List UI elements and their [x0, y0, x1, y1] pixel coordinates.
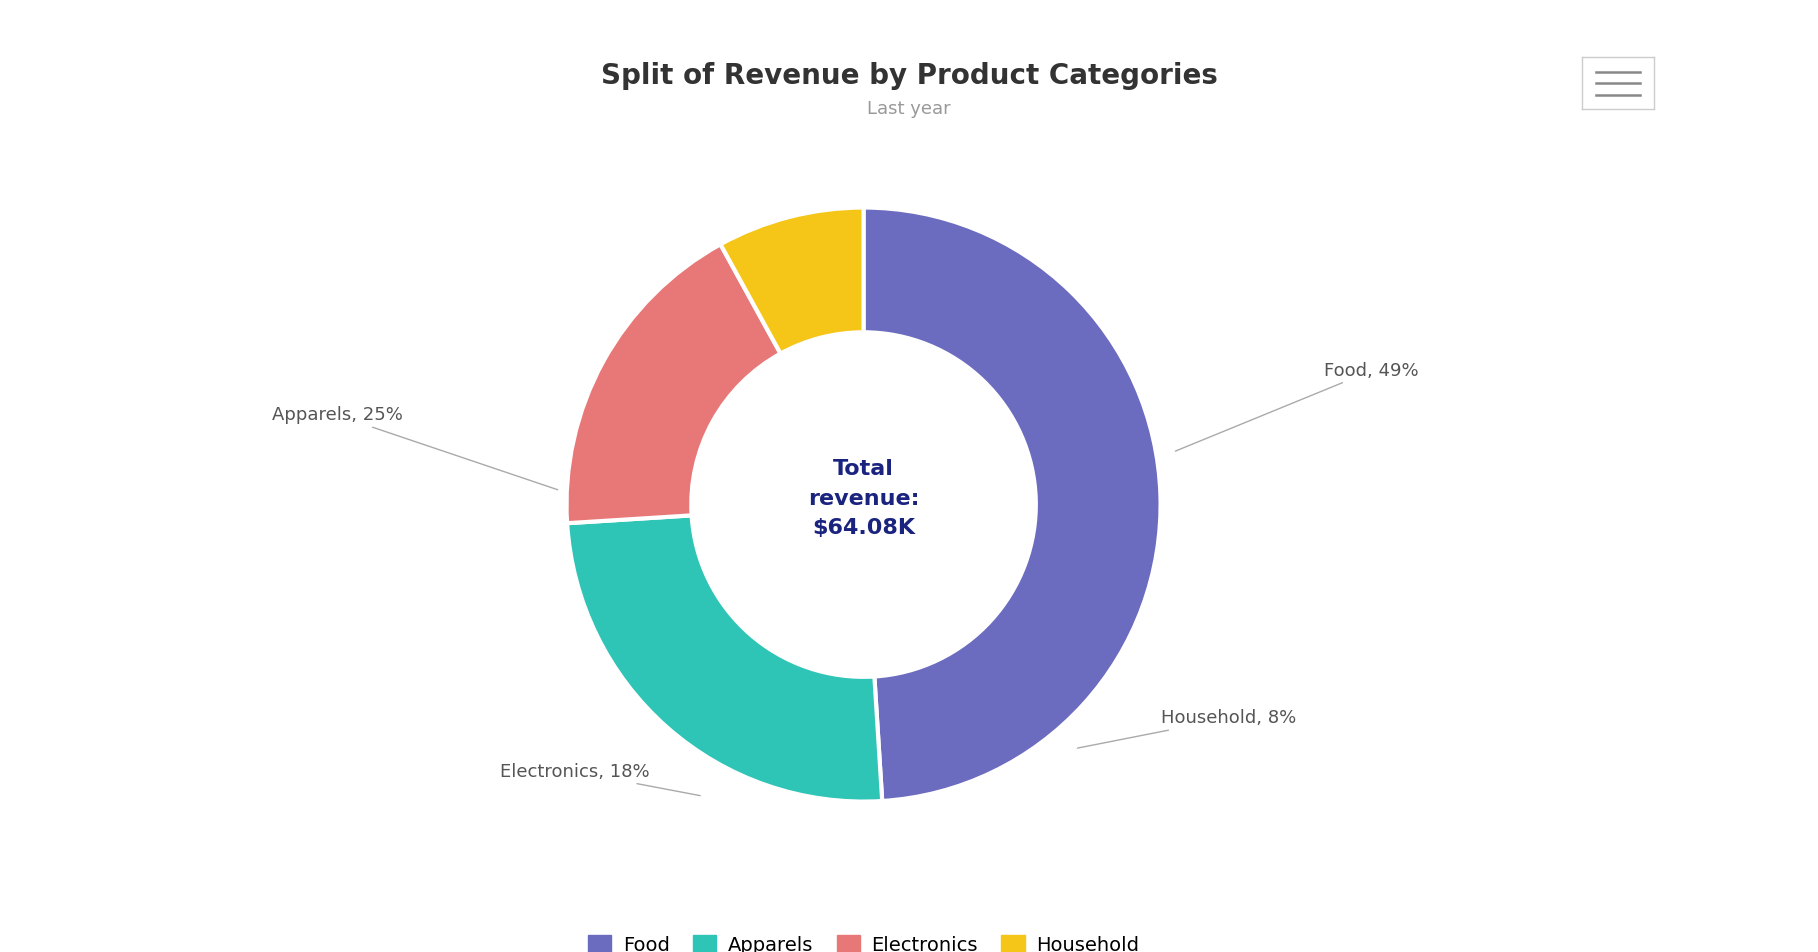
- Legend: Food, Apparels, Electronics, Household: Food, Apparels, Electronics, Household: [587, 935, 1140, 952]
- Text: Last year: Last year: [867, 100, 951, 118]
- Wedge shape: [864, 208, 1160, 801]
- Text: Apparels, 25%: Apparels, 25%: [273, 407, 558, 489]
- Wedge shape: [567, 245, 780, 524]
- Text: Electronics, 18%: Electronics, 18%: [500, 763, 700, 796]
- Text: Household, 8%: Household, 8%: [1078, 709, 1296, 748]
- Text: Split of Revenue by Product Categories: Split of Revenue by Product Categories: [600, 62, 1218, 89]
- Wedge shape: [567, 515, 882, 802]
- Text: Food, 49%: Food, 49%: [1176, 362, 1418, 451]
- Wedge shape: [720, 208, 864, 353]
- Text: Total
revenue:
$64.08K: Total revenue: $64.08K: [807, 459, 920, 538]
